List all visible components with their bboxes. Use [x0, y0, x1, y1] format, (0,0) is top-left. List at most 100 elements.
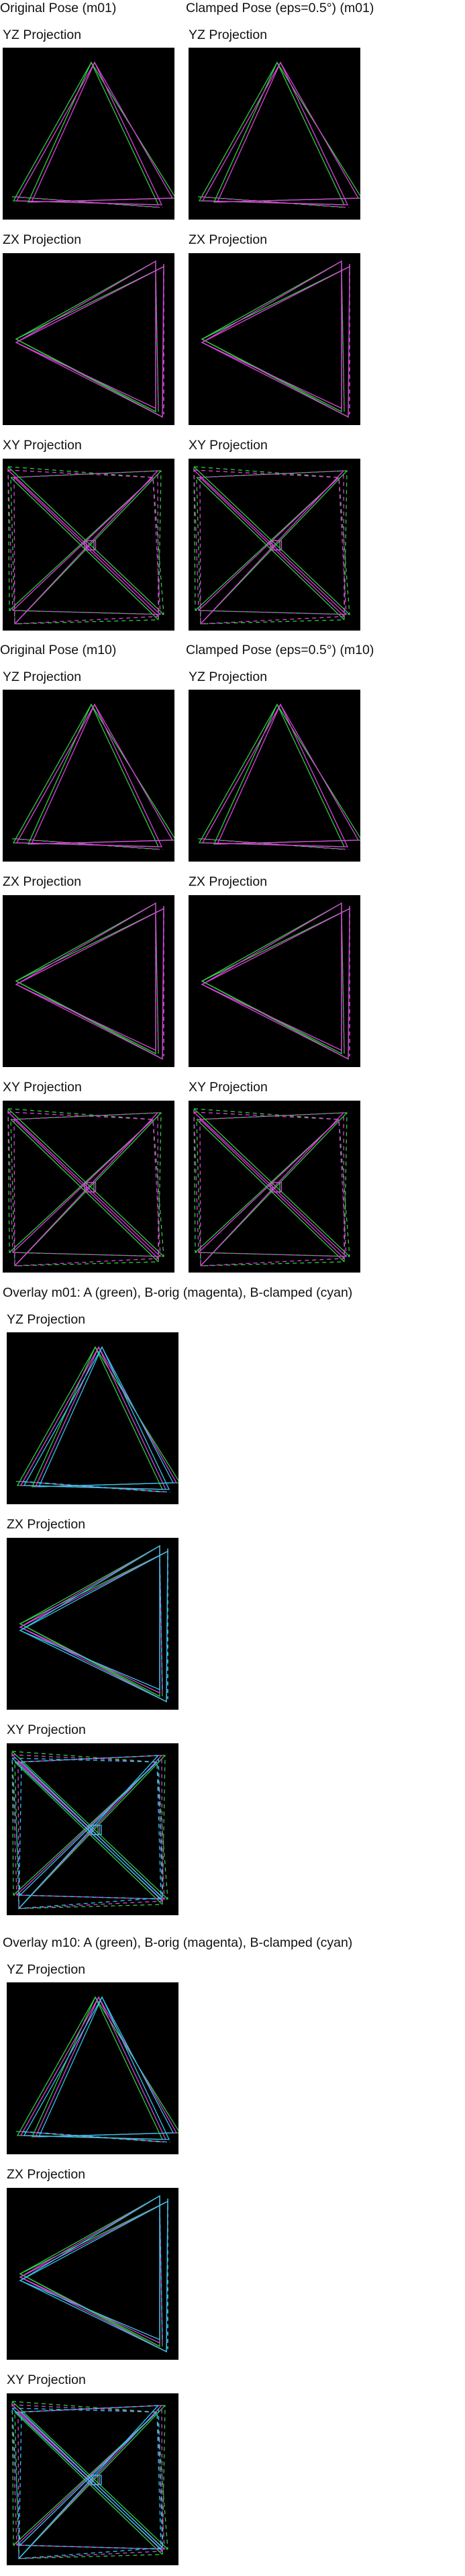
wireframe-C — [22, 1346, 174, 1493]
wireframe-edge — [19, 1545, 160, 1690]
wireframe-edge — [155, 267, 159, 412]
wireframe-edge — [197, 838, 346, 850]
wireframe-edge — [15, 907, 164, 1060]
wireframe-A — [15, 1996, 178, 2143]
yz-projection-plot — [15, 1996, 178, 2143]
wireframe-edge — [155, 271, 159, 409]
wireframe-edge — [38, 1996, 174, 2137]
wireframe-edge — [91, 2475, 102, 2485]
wireframe-edge — [271, 1182, 282, 1193]
wireframe-edge — [15, 260, 156, 410]
wireframe-B — [7, 469, 161, 625]
wireframe-B — [15, 902, 164, 1060]
zx-projection-label: ZX Projection — [3, 232, 82, 247]
right-column-title: Clamped Pose (eps=0.5°) (m10) — [186, 643, 374, 657]
yz-projection-panel — [189, 48, 360, 220]
zx-projection-label: ZX Projection — [3, 874, 82, 889]
xy-projection-plot — [7, 466, 164, 625]
wireframe-A — [201, 902, 350, 1060]
wireframe-edge — [85, 1182, 97, 1193]
wireframe-edge — [201, 196, 350, 208]
yz-projection-plot — [11, 61, 174, 208]
wireframe-C — [11, 2405, 163, 2559]
yz-projection-plot — [11, 703, 174, 850]
wireframe-edge — [19, 2195, 160, 2340]
wireframe-edge — [216, 61, 360, 203]
wireframe-B — [201, 260, 350, 418]
xy-projection-plot — [7, 1108, 164, 1267]
wireframe-B — [201, 902, 350, 1060]
wireframe-edge — [19, 1550, 168, 1703]
wireframe-A — [15, 1346, 178, 1493]
wireframe-edge — [15, 902, 156, 1052]
wireframe-edge — [271, 540, 282, 551]
xy-projection-label: XY Projection — [189, 1080, 268, 1095]
wireframe-edge — [201, 265, 350, 418]
wireframe-edge — [12, 61, 160, 205]
zx-projection-plot — [15, 260, 164, 418]
wireframe-edge — [193, 1111, 347, 1257]
wireframe-edge — [30, 61, 174, 203]
wireframe-A — [197, 61, 360, 208]
wireframe-edge — [11, 2407, 162, 2550]
wireframe-B — [201, 703, 360, 850]
xy-projection-label: XY Projection — [3, 1080, 82, 1095]
wireframe-edge — [201, 61, 349, 205]
zx-projection-plot — [15, 902, 164, 1060]
wireframe-edge — [201, 907, 350, 1060]
zx-projection-panel — [3, 895, 174, 1067]
wireframe-edge — [341, 267, 345, 412]
yz-projection-label: YZ Projection — [189, 28, 268, 42]
wireframe-edge — [19, 2200, 168, 2353]
zx-projection-plot — [201, 260, 350, 418]
zx-projection-panel — [7, 1538, 178, 1710]
wireframe-C — [11, 1755, 163, 1909]
wireframe-edge — [91, 1825, 102, 1835]
wireframe-edge — [22, 2131, 171, 2143]
wireframe-edge — [155, 909, 159, 1054]
zx-projection-panel — [189, 253, 360, 425]
wireframe-edge — [19, 1996, 167, 2140]
wireframe-edge — [15, 265, 164, 418]
wireframe-C — [22, 1996, 174, 2143]
yz-projection-plot — [197, 703, 360, 850]
wireframe-edge — [15, 260, 156, 413]
yz-projection-panel — [3, 48, 174, 220]
overlay-title: Overlay m01: A (green), B-orig (magenta)… — [3, 1285, 353, 1300]
wireframe-edge — [198, 61, 346, 205]
wireframe-edge — [19, 2195, 160, 2348]
wireframe-B — [15, 61, 174, 208]
wireframe-edge — [201, 260, 342, 410]
yz-projection-label: YZ Projection — [3, 28, 82, 42]
wireframe-edge — [85, 540, 97, 551]
yz-projection-plot — [15, 1346, 178, 1493]
xy-projection-panel — [189, 1101, 360, 1273]
wireframe-edge — [18, 1755, 163, 1909]
wireframe-edge — [201, 907, 350, 1060]
zx-projection-plot — [201, 902, 350, 1060]
yz-projection-label: YZ Projection — [3, 670, 82, 684]
xy-projection-plot — [193, 1108, 350, 1267]
wireframe-edge — [12, 703, 160, 847]
wireframe-edge — [201, 902, 342, 1052]
wireframe-B — [193, 1111, 347, 1267]
xy-projection-label: XY Projection — [7, 1722, 86, 1737]
yz-projection-plot — [197, 61, 360, 208]
wireframe-A — [11, 61, 174, 208]
yz-projection-panel — [3, 690, 174, 862]
yz-projection-label: YZ Projection — [7, 1312, 86, 1327]
wireframe-edge — [19, 2200, 168, 2353]
zx-projection-plot — [19, 1545, 168, 1703]
wireframe-A — [197, 703, 360, 850]
wireframe-edge — [19, 1481, 168, 1493]
wireframe-edge — [23, 1346, 170, 1490]
wireframe-edge — [11, 196, 160, 208]
xy-projection-label: XY Projection — [189, 438, 268, 453]
wireframe-edge — [11, 1757, 162, 1900]
wireframe-edge — [155, 913, 159, 1051]
overlay-title: Overlay m10: A (green), B-orig (magenta)… — [3, 1935, 353, 1950]
zx-projection-plot — [19, 2195, 168, 2353]
wireframe-edge — [19, 1545, 160, 1698]
xy-projection-plot — [11, 2401, 168, 2559]
wireframe-B — [193, 469, 347, 625]
